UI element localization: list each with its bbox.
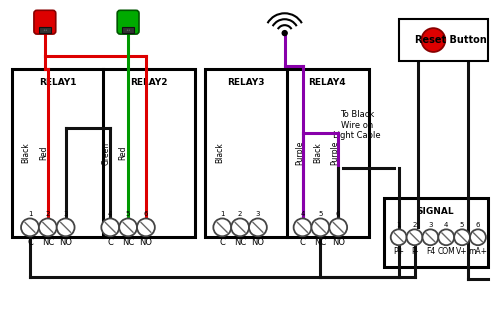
Circle shape xyxy=(249,218,267,236)
Circle shape xyxy=(21,218,39,236)
Text: 5: 5 xyxy=(460,222,464,228)
Text: 2: 2 xyxy=(412,222,416,228)
Text: C: C xyxy=(220,238,225,247)
Text: NC: NC xyxy=(42,238,54,247)
Circle shape xyxy=(470,229,486,245)
Bar xyxy=(206,69,369,237)
Text: 1: 1 xyxy=(220,212,224,218)
Text: P-: P- xyxy=(411,247,418,256)
Text: 6: 6 xyxy=(144,212,148,218)
Circle shape xyxy=(119,218,137,236)
Text: C: C xyxy=(300,238,306,247)
Circle shape xyxy=(39,218,56,236)
Circle shape xyxy=(214,218,231,236)
Text: Black: Black xyxy=(313,143,322,163)
Text: 1: 1 xyxy=(28,212,32,218)
Text: ••: •• xyxy=(42,28,48,33)
Circle shape xyxy=(56,218,74,236)
Circle shape xyxy=(422,229,438,245)
Text: 3: 3 xyxy=(428,222,432,228)
Text: RELAY4: RELAY4 xyxy=(308,78,346,87)
Circle shape xyxy=(231,218,249,236)
Circle shape xyxy=(454,229,470,245)
Text: Red: Red xyxy=(40,146,48,160)
FancyBboxPatch shape xyxy=(34,10,56,34)
Circle shape xyxy=(422,28,446,52)
Circle shape xyxy=(390,229,406,245)
Circle shape xyxy=(294,218,312,236)
Circle shape xyxy=(137,218,155,236)
Text: V+: V+ xyxy=(456,247,468,256)
Text: 5: 5 xyxy=(318,212,322,218)
Text: Red: Red xyxy=(118,146,128,160)
Circle shape xyxy=(406,229,422,245)
Text: 6: 6 xyxy=(336,212,340,218)
Bar xyxy=(122,27,134,33)
Circle shape xyxy=(438,229,454,245)
Text: 5: 5 xyxy=(126,212,130,218)
Circle shape xyxy=(102,218,119,236)
Bar xyxy=(39,27,51,33)
Text: RELAY3: RELAY3 xyxy=(228,78,265,87)
Text: 4: 4 xyxy=(444,222,448,228)
Text: C: C xyxy=(108,238,113,247)
Text: Reset Button: Reset Button xyxy=(416,35,487,45)
Text: NO: NO xyxy=(332,238,344,247)
Text: 4: 4 xyxy=(108,212,112,218)
Text: NC: NC xyxy=(122,238,134,247)
Text: 1: 1 xyxy=(396,222,401,228)
Bar xyxy=(398,19,488,61)
Circle shape xyxy=(282,31,287,36)
Text: Purple: Purple xyxy=(330,141,340,165)
Text: Black: Black xyxy=(215,143,224,163)
Text: NO: NO xyxy=(140,238,152,247)
Text: mA+: mA+ xyxy=(468,247,487,256)
Text: NO: NO xyxy=(252,238,264,247)
Text: F4: F4 xyxy=(426,247,435,256)
Text: 3: 3 xyxy=(256,212,260,218)
Text: NC: NC xyxy=(234,238,246,247)
Text: P+: P+ xyxy=(393,247,404,256)
Circle shape xyxy=(330,218,347,236)
Text: C: C xyxy=(27,238,33,247)
Bar xyxy=(12,69,196,237)
Text: 3: 3 xyxy=(64,212,68,218)
Text: COM: COM xyxy=(438,247,455,256)
Text: 4: 4 xyxy=(300,212,304,218)
Text: Green: Green xyxy=(102,141,111,165)
Circle shape xyxy=(312,218,330,236)
Text: To Black
Wire on
Light Cable: To Black Wire on Light Cable xyxy=(333,110,381,140)
Text: 2: 2 xyxy=(238,212,242,218)
Text: 2: 2 xyxy=(46,212,50,218)
Text: ••: •• xyxy=(125,28,131,33)
Text: RELAY2: RELAY2 xyxy=(130,78,168,87)
Text: Purple: Purple xyxy=(295,141,304,165)
Text: SIGNAL: SIGNAL xyxy=(416,207,454,216)
Text: NC: NC xyxy=(314,238,326,247)
Bar xyxy=(384,198,488,267)
Text: NO: NO xyxy=(59,238,72,247)
Text: 6: 6 xyxy=(476,222,480,228)
Text: RELAY1: RELAY1 xyxy=(39,78,76,87)
Text: Black: Black xyxy=(22,143,30,163)
FancyBboxPatch shape xyxy=(117,10,139,34)
